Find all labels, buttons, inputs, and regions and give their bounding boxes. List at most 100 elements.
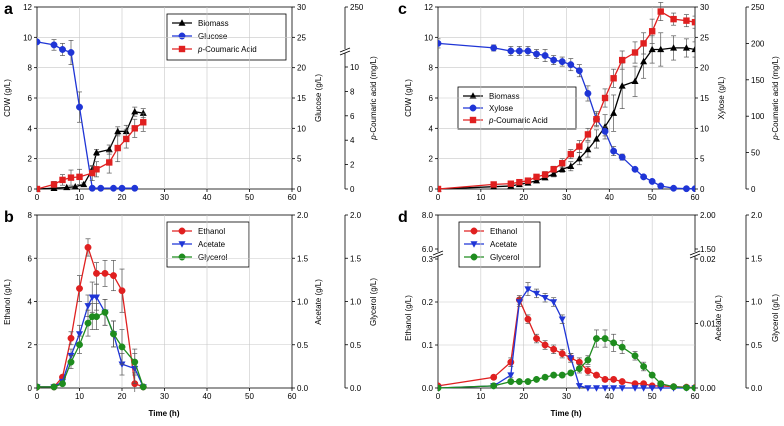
- data-point: [550, 166, 557, 173]
- data-point: [50, 181, 58, 188]
- data-point: [670, 15, 677, 23]
- data-point: [648, 385, 656, 392]
- left-tick-label-b: 0: [28, 384, 33, 393]
- data-point: [101, 308, 109, 316]
- legend-marker: [178, 45, 186, 53]
- data-point: [93, 313, 100, 321]
- data-point: [558, 350, 566, 358]
- legend-b: Ethanol Acetate Glycerol: [166, 221, 250, 268]
- series-line: [37, 41, 135, 189]
- x-tick-label-d: 10: [476, 392, 485, 401]
- data-point: [131, 184, 139, 192]
- x-tick-label-b: 30: [160, 392, 169, 401]
- left-tick-label-b: 4: [28, 298, 33, 307]
- legend-label-text-part: Biomass: [489, 92, 520, 101]
- data-point: [575, 383, 583, 390]
- data-point: [524, 286, 532, 293]
- mid-tick-label-b: 0.5: [297, 341, 309, 350]
- axis-break-right-a-gap: [340, 49, 350, 53]
- data-point: [515, 47, 523, 55]
- x-tick-label-a: 60: [288, 193, 297, 202]
- legend-marker: [470, 227, 478, 235]
- axis-break-left-d-gap: [433, 252, 443, 256]
- legend-marker: [178, 32, 186, 40]
- data-point: [610, 109, 618, 116]
- right-axis-title-a: p-Coumaric acid (mg/L): [369, 56, 378, 141]
- mid-tick-label-d: 0.01: [700, 320, 716, 329]
- legend-marker: [178, 253, 186, 261]
- right-axis-title-b: Glycerol (g/L): [369, 278, 378, 326]
- legend-label-text-part: Acetate: [198, 240, 226, 249]
- data-point: [601, 94, 609, 102]
- data-point: [640, 40, 647, 47]
- panel-c: CDW (g/L) Xylose (g/L) p-Coumaric acid (…: [404, 2, 780, 202]
- data-point: [88, 184, 96, 192]
- series-b-glycerol: [37, 298, 147, 391]
- left-tick-label-b: 8: [28, 211, 33, 220]
- data-point: [575, 154, 583, 162]
- data-point: [550, 170, 558, 177]
- left-tick-label-a: 4: [28, 124, 33, 133]
- data-point: [76, 103, 83, 111]
- right-axis-title-d: Glycerol (g/L): [771, 294, 780, 342]
- data-point: [490, 181, 497, 188]
- data-point: [84, 303, 92, 310]
- data-point: [59, 46, 66, 53]
- data-point: [610, 385, 618, 392]
- mid-tick-label-b: 1.0: [297, 298, 309, 307]
- left-tick-label-a: 2: [28, 155, 33, 164]
- data-point: [533, 290, 541, 298]
- legend-label: Acetate: [490, 240, 518, 249]
- data-point: [550, 299, 558, 306]
- data-point: [640, 173, 648, 181]
- mid-tick-label-a: 5: [297, 155, 302, 164]
- legend-label-text-part: Xylose: [489, 104, 514, 113]
- data-point: [670, 383, 678, 391]
- data-point: [139, 383, 147, 391]
- data-point: [575, 365, 583, 373]
- data-point: [567, 369, 575, 377]
- data-point: [533, 173, 540, 181]
- legend-label: Glycerol: [198, 253, 228, 262]
- x-tick-label-b: 10: [75, 392, 84, 401]
- data-point: [97, 184, 105, 192]
- right-tick-label-b: 2.0: [350, 211, 362, 220]
- data-point: [631, 385, 639, 392]
- mid-tick-label-a: 30: [297, 3, 306, 12]
- data-point: [110, 184, 117, 192]
- legend-label-text-part: Ethanol: [490, 227, 517, 236]
- data-point: [670, 44, 678, 51]
- legend-marker: [178, 227, 186, 235]
- legend-label: Glycerol: [490, 253, 520, 262]
- legend-label: Biomass: [489, 92, 520, 101]
- x-axis-title-d: Time (h): [551, 409, 582, 418]
- data-point: [123, 135, 130, 143]
- data-point: [559, 160, 566, 167]
- data-point: [584, 131, 592, 138]
- mid-break-label-d: 0.02: [700, 255, 716, 264]
- data-point: [541, 295, 549, 302]
- legend-c: Biomass Xylose p-Coumaric Acid: [457, 86, 577, 130]
- mid-tick-label-b: 1.5: [297, 254, 309, 263]
- data-point: [657, 182, 665, 190]
- right-tick-label-d: 1.5: [751, 254, 763, 263]
- x-tick-label-c: 60: [691, 193, 700, 202]
- x-tick-label-b: 40: [203, 392, 212, 401]
- x-tick-label-d: 30: [562, 392, 571, 401]
- data-point: [550, 345, 558, 353]
- mid-axis-title-b: Acetate (g/L): [314, 279, 323, 325]
- left-tick-label-d: 0.2: [422, 298, 434, 307]
- data-point: [67, 358, 75, 366]
- axis-break-mid-d-slash: [689, 253, 701, 259]
- data-point: [63, 183, 71, 191]
- axis-break-left-d-slash: [432, 250, 444, 256]
- data-point: [37, 38, 41, 46]
- legend-label-italic-part: p: [197, 45, 203, 54]
- data-point: [67, 174, 75, 181]
- x-tick-label-a: 0: [35, 193, 40, 202]
- series-line: [37, 296, 144, 388]
- data-point: [640, 385, 648, 392]
- mid-tick-label-a: 15: [297, 94, 306, 103]
- data-point: [89, 169, 96, 177]
